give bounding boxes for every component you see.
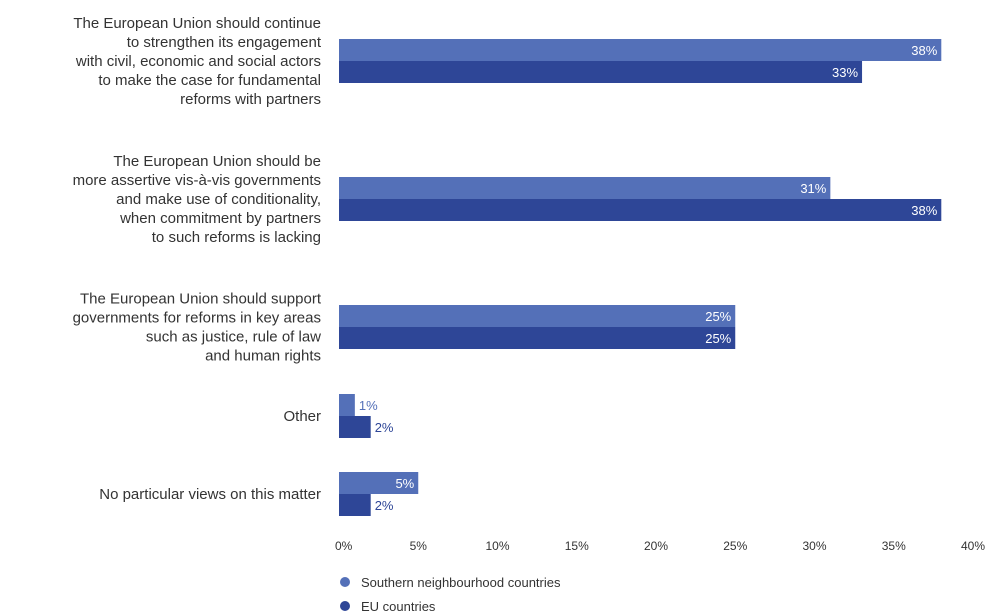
data-label: 38% [911, 203, 937, 218]
data-label: 2% [375, 498, 394, 513]
bar-series-0 [339, 305, 736, 327]
data-label: 5% [395, 476, 414, 491]
x-tick-label: 40% [961, 539, 985, 553]
x-tick-label: 0% [335, 539, 353, 553]
bar-series-1 [339, 416, 371, 438]
legend-marker [340, 577, 350, 587]
category-label: and make use of conditionality, [116, 191, 321, 208]
category-label: to strengthen its engagement [127, 34, 322, 51]
bar-series-1 [339, 327, 736, 349]
bar-series-0 [339, 177, 831, 199]
legend-label: EU countries [361, 599, 436, 614]
bar-series-1 [339, 494, 371, 516]
category-label: The European Union should support [80, 291, 322, 308]
category-label: such as justice, rule of law [146, 329, 321, 346]
category-label: Other [283, 408, 321, 425]
category-label: governments for reforms in key areas [73, 310, 321, 327]
x-tick-label: 20% [644, 539, 668, 553]
data-label: 31% [800, 181, 826, 196]
category-label: The European Union should be [113, 153, 321, 170]
x-tick-label: 5% [410, 539, 428, 553]
data-label: 25% [705, 331, 731, 346]
data-label: 2% [375, 420, 394, 435]
legend-marker [340, 601, 350, 611]
x-tick-label: 30% [802, 539, 826, 553]
bar-series-0 [339, 394, 355, 416]
data-label: 38% [911, 43, 937, 58]
data-label: 1% [359, 398, 378, 413]
category-label: The European Union should continue [73, 15, 321, 32]
category-label: when commitment by partners [119, 210, 321, 227]
category-label: reforms with partners [180, 91, 321, 108]
data-label: 25% [705, 309, 731, 324]
x-tick-label: 15% [565, 539, 589, 553]
data-label: 33% [832, 65, 858, 80]
category-label: more assertive vis-à-vis governments [73, 172, 321, 189]
legend-label: Southern neighbourhood countries [361, 575, 561, 590]
bar-series-1 [339, 199, 942, 221]
category-label: No particular views on this matter [99, 486, 321, 503]
bar-series-1 [339, 61, 863, 83]
x-tick-label: 10% [485, 539, 509, 553]
category-label: to such reforms is lacking [152, 229, 321, 246]
bar-series-0 [339, 472, 419, 494]
category-label: and human rights [205, 348, 321, 365]
category-label: with civil, economic and social actors [75, 53, 321, 70]
x-tick-label: 35% [882, 539, 906, 553]
category-label: to make the case for fundamental [98, 72, 321, 89]
bar-series-0 [339, 39, 942, 61]
x-tick-label: 25% [723, 539, 747, 553]
